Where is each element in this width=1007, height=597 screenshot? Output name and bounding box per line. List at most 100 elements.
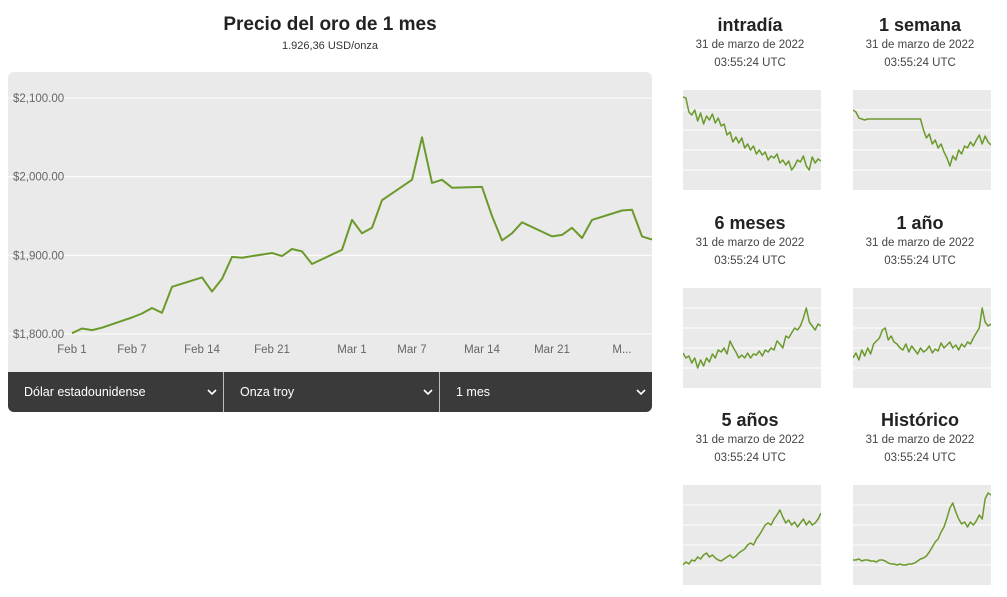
- data-point[interactable]: [139, 311, 145, 317]
- mini-chart-date: 31 de marzo de 2022: [695, 39, 805, 51]
- mini-chart-card[interactable]: 6 meses 31 de marzo de 2022 03:55:24 UTC: [680, 212, 820, 270]
- data-point[interactable]: [129, 315, 135, 321]
- x-tick-label: Mar 7: [397, 344, 426, 356]
- mini-price-line: [683, 307, 821, 369]
- data-point[interactable]: [579, 235, 585, 241]
- currency-select[interactable]: Dólar estadounidense: [8, 372, 223, 412]
- mini-price-line: [853, 307, 991, 361]
- data-point[interactable]: [549, 233, 555, 239]
- currency-select-label: Dólar estadounidense: [24, 385, 146, 399]
- data-point[interactable]: [339, 247, 345, 253]
- mini-chart-time: 03:55:24 UTC: [714, 57, 786, 69]
- mini-chart-plot[interactable]: [853, 90, 991, 190]
- data-point[interactable]: [379, 197, 385, 203]
- mini-chart-card[interactable]: Histórico 31 de marzo de 2022 03:55:24 UTC: [850, 409, 990, 467]
- mini-chart-title: 6 meses: [714, 213, 786, 233]
- mini-chart-card[interactable]: 1 año 31 de marzo de 2022 03:55:24 UTC: [850, 212, 990, 270]
- unit-select-label: Onza troy: [240, 385, 295, 399]
- data-point[interactable]: [239, 255, 245, 261]
- mini-chart-card[interactable]: 1 semana 31 de marzo de 2022 03:55:24 UTC: [850, 14, 990, 72]
- mini-chart-svg: [853, 307, 991, 369]
- x-tick-label: Feb 14: [184, 344, 220, 356]
- data-point[interactable]: [479, 184, 485, 190]
- mini-chart-svg: [683, 96, 821, 171]
- data-point[interactable]: [89, 327, 95, 333]
- mini-price-line: [853, 492, 991, 566]
- x-tick-label: M...: [612, 344, 631, 356]
- chevron-down-icon: [423, 389, 433, 396]
- data-point[interactable]: [279, 253, 285, 259]
- x-tick-label: Mar 21: [534, 344, 570, 356]
- data-point[interactable]: [99, 325, 105, 331]
- price-line: [71, 136, 652, 335]
- mini-chart-plot[interactable]: [683, 485, 821, 585]
- data-point[interactable]: [219, 276, 225, 282]
- x-tick-label: Feb 21: [254, 344, 290, 356]
- data-point[interactable]: [489, 213, 495, 219]
- data-point[interactable]: [589, 217, 595, 223]
- mini-price-line: [683, 96, 821, 171]
- data-point[interactable]: [409, 177, 415, 183]
- data-point[interactable]: [559, 232, 565, 238]
- data-point[interactable]: [289, 246, 295, 252]
- data-point[interactable]: [649, 237, 652, 243]
- data-point[interactable]: [359, 230, 365, 236]
- data-point[interactable]: [229, 254, 235, 260]
- data-point[interactable]: [429, 180, 435, 186]
- data-point[interactable]: [619, 208, 625, 214]
- x-tick-label: Feb 7: [117, 344, 146, 356]
- data-point[interactable]: [419, 134, 425, 140]
- data-point[interactable]: [209, 289, 215, 295]
- mini-chart-title: 1 semana: [878, 15, 962, 35]
- period-select[interactable]: 1 mes: [439, 372, 652, 412]
- mini-chart-plot[interactable]: [683, 288, 821, 388]
- main-chart-svg[interactable]: $2,100.00 $2,000.00 $1,900.00 $1,800.00 Feb …: [8, 72, 652, 372]
- data-point[interactable]: [269, 250, 275, 256]
- data-point[interactable]: [369, 225, 375, 231]
- mini-chart-title: intradía: [717, 15, 783, 35]
- mini-chart-plot[interactable]: [683, 90, 821, 190]
- x-tick-label: Feb 1: [57, 344, 86, 356]
- chart-title: Precio del oro de 1 mes: [223, 14, 437, 35]
- data-point[interactable]: [169, 284, 175, 290]
- data-point[interactable]: [439, 177, 445, 183]
- chevron-down-icon: [207, 389, 217, 396]
- mini-chart-title: 5 años: [721, 410, 779, 430]
- data-point[interactable]: [569, 225, 575, 231]
- data-point[interactable]: [519, 219, 525, 225]
- y-tick-label: $2,000.00: [13, 172, 64, 184]
- period-select-label: 1 mes: [456, 385, 491, 399]
- mini-chart-svg: [853, 109, 991, 171]
- data-point[interactable]: [349, 217, 355, 223]
- y-tick-label: $1,800.00: [13, 329, 64, 341]
- mini-price-line: [853, 109, 991, 167]
- data-point[interactable]: [299, 248, 305, 254]
- data-point[interactable]: [639, 233, 645, 239]
- main-chart[interactable]: $2,100.00 $2,000.00 $1,900.00 $1,800.00 Feb …: [8, 72, 652, 372]
- data-point[interactable]: [449, 185, 455, 191]
- data-point[interactable]: [69, 330, 75, 336]
- data-point[interactable]: [159, 310, 165, 316]
- mini-chart-date: 31 de marzo de 2022: [865, 434, 975, 446]
- mini-chart-card[interactable]: intradía 31 de marzo de 2022 03:55:24 UTC: [680, 14, 820, 72]
- mini-chart-plot[interactable]: [853, 288, 991, 388]
- unit-select[interactable]: Onza troy: [223, 372, 439, 412]
- x-tick-label: Mar 14: [464, 344, 500, 356]
- data-point[interactable]: [509, 230, 515, 236]
- data-point[interactable]: [629, 207, 635, 213]
- data-point[interactable]: [309, 261, 315, 267]
- mini-chart-plot[interactable]: [853, 485, 991, 585]
- data-point[interactable]: [149, 305, 155, 311]
- y-tick-label: $2,100.00: [13, 93, 64, 105]
- data-point[interactable]: [199, 274, 205, 280]
- mini-chart-svg: [683, 307, 821, 369]
- mini-chart-date: 31 de marzo de 2022: [695, 434, 805, 446]
- mini-chart-card[interactable]: 5 años 31 de marzo de 2022 03:55:24 UTC: [680, 409, 820, 467]
- data-point[interactable]: [499, 237, 505, 243]
- mini-chart-time: 03:55:24 UTC: [884, 57, 956, 69]
- data-point[interactable]: [79, 326, 85, 332]
- mini-chart-date: 31 de marzo de 2022: [695, 237, 805, 249]
- mini-chart-svg: [853, 492, 991, 566]
- mini-chart-time: 03:55:24 UTC: [884, 452, 956, 464]
- mini-chart-time: 03:55:24 UTC: [884, 255, 956, 267]
